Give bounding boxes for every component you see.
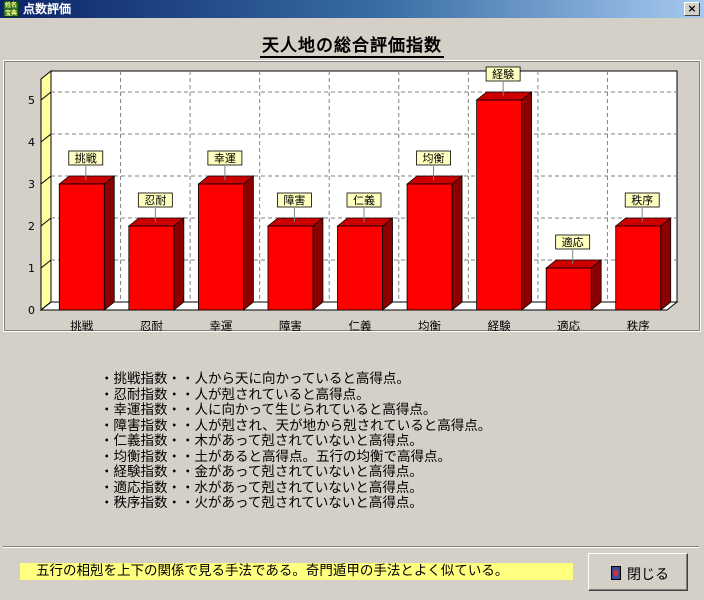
data-label: 秩序 [631, 193, 653, 207]
data-label-box [416, 150, 451, 166]
description-line: ・仁義指数・・木があって剋されていないと高得点。 [100, 433, 423, 449]
data-label-box [485, 66, 521, 82]
data-label: 仁義 [353, 193, 375, 207]
data-label-box [68, 150, 104, 166]
chart-panel: 0 1 2 3 4 5 挑戦 挑戦 忍耐 忍耐 幸運 幸運 障害 障害 仁義 仁義 均衡 均衡 経験 経験 適応 適応 秩序… [3, 60, 701, 332]
bar [545, 267, 592, 311]
x-tick-label: 障害 [279, 319, 302, 331]
bar-chart: 012345挑戦挑戦忍耐忍耐幸運幸運障害障害仁義仁義均衡均衡経験経験適応適応秩序… [28, 66, 679, 331]
data-label-box [277, 192, 312, 208]
chart-title: 天人地の総合評価指数 [0, 31, 704, 58]
y-tick-label: 1 [28, 262, 35, 275]
data-label: 忍耐 [144, 194, 166, 207]
y-tick-label: 0 [28, 304, 35, 317]
y-tick-label: 3 [28, 178, 35, 191]
tick-mark [40, 217, 52, 227]
bar [58, 183, 105, 311]
bar [476, 99, 523, 311]
tick-mark [40, 91, 52, 101]
data-label: 挑戦 [75, 151, 97, 165]
description-line: ・障害指数・・人が剋され、天が地から剋されていると高得点。 [100, 417, 492, 434]
data-label-box [555, 234, 591, 250]
description-line: ・経験指数・・金があって剋されていないと高得点。 [100, 464, 423, 480]
bar-top [405, 175, 464, 185]
bar-top [58, 175, 116, 185]
x-tick-label: 仁義 [349, 319, 372, 331]
description-line: ・秩序指数・・火があって剋されていないと高得点。 [100, 495, 423, 511]
data-label: 適応 [562, 235, 584, 249]
app-icon: 姓名宝典 [3, 1, 19, 17]
description-list: ・挑戦指数・・人から天に向かっていると高得点。 ・忍耐指数・・人が剋されていると高… [100, 371, 492, 512]
x-tick-label: 秩序 [627, 319, 650, 331]
bar [615, 225, 662, 311]
tick-mark [40, 301, 52, 311]
bar-top [475, 91, 533, 101]
x-tick-label: 経験 [488, 319, 511, 331]
bar-side [521, 91, 533, 311]
description-line: ・忍耐指数・・人が剋されていると高得点。 [100, 386, 370, 403]
data-label: 幸運 [214, 152, 236, 165]
x-tick-label: 適応 [557, 319, 580, 331]
bar [267, 225, 314, 311]
side-wall [40, 69, 52, 312]
tick-mark [40, 133, 52, 143]
data-label: 障害 [283, 193, 305, 207]
bar-top [266, 217, 325, 227]
close-button[interactable]: 閉じる [588, 553, 688, 591]
x-tick-label: 均衡 [418, 319, 441, 331]
bar-side [451, 175, 463, 311]
chart-title-text: 天人地の総合評価指数 [260, 36, 444, 58]
description-line: ・幸運指数・・人に向かって生じられていると高得点。 [100, 402, 437, 418]
y-tick-label: 5 [28, 94, 35, 107]
exit-door-icon [611, 566, 621, 580]
description-line: ・挑戦指数・・人から天に向かっていると高得点。 [100, 371, 410, 387]
x-tick-label: 忍耐 [140, 319, 163, 331]
y-tick-label: 2 [28, 220, 35, 233]
bar-side [103, 175, 115, 311]
data-label-box [624, 192, 660, 208]
bar-top [336, 217, 394, 227]
data-label: 経験 [492, 67, 514, 81]
bar-top [545, 259, 603, 269]
x-tick-label: 幸運 [209, 319, 232, 331]
bar-side [660, 217, 672, 311]
footer-note: 五行の相剋を上下の関係で見る手法である。奇門遁甲の手法とよく似ている。 [20, 563, 573, 580]
window-close-button[interactable]: × [684, 2, 700, 16]
tick-mark [40, 175, 52, 185]
bar-side [173, 217, 185, 311]
bar-side [312, 217, 324, 311]
title-bar: 姓名宝典 点数評価 × [0, 0, 704, 18]
bar [406, 183, 453, 311]
description-line: ・適応指数・・水があって剋されていないと高得点。 [100, 479, 423, 496]
bar-top [197, 175, 255, 185]
x-tick-label: 挑戦 [70, 319, 93, 331]
bar-side [590, 259, 602, 311]
bar [197, 183, 244, 311]
close-button-label: 閉じる [627, 567, 669, 583]
data-label: 均衡 [423, 152, 445, 165]
bar-side [382, 217, 393, 311]
y-tick-label: 4 [28, 136, 35, 149]
bar [337, 225, 383, 311]
bar-top [614, 217, 672, 227]
bar-side [242, 175, 254, 311]
data-label-box [346, 192, 382, 208]
data-label-box [137, 192, 173, 208]
window-title: 点数評価 [23, 2, 72, 16]
footer-bar: 五行の相剋を上下の関係で見る手法である。奇門遁甲の手法とよく似ている。 閉じる [3, 546, 699, 597]
bar-top [127, 217, 185, 227]
data-label-box [207, 150, 243, 166]
bar [128, 225, 175, 311]
tick-mark [40, 259, 52, 269]
description-line: ・均衡指数・・土があると高得点。五行の均衡で高得点。 [100, 448, 451, 465]
